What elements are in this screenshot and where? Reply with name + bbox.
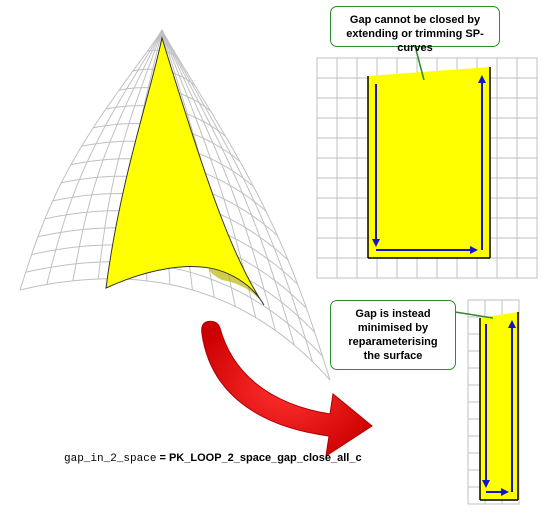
transform-arrow-body xyxy=(201,320,373,458)
face-region-top xyxy=(368,67,490,258)
callout-gap-minimised: Gap is instead minimised by reparameteri… xyxy=(330,300,456,370)
transform-arrow xyxy=(201,320,373,458)
trimmed-face xyxy=(105,36,265,306)
face-shading xyxy=(208,268,264,305)
callout-pointer-top xyxy=(414,45,425,81)
callout-2-line-3: reparameterising xyxy=(348,336,438,348)
callout-2-line-4: the surface xyxy=(363,350,423,362)
face-region-bottom xyxy=(480,312,518,500)
mesh-v-line xyxy=(19,278,331,381)
callout-1-line-1: Gap cannot be closed by xyxy=(349,14,481,26)
parameter-grid-bottom xyxy=(454,299,520,505)
callout-2-line-2: minimised by xyxy=(357,322,429,334)
formula-equals: = xyxy=(156,452,169,464)
callout-gap-cannot-close: Gap cannot be closed by extending or tri… xyxy=(330,6,500,54)
callout-2-line-1: Gap is instead xyxy=(355,308,431,320)
callout-pointer-bottom xyxy=(454,311,494,319)
mesh-v-line xyxy=(25,261,323,357)
formula-value: PK_LOOP_2_space_gap_close_all_c xyxy=(168,452,362,464)
formula-caption: gap_in_2_space = PK_LOOP_2_space_gap_clo… xyxy=(64,452,362,465)
formula-variable: gap_in_2_space xyxy=(64,453,157,465)
callout-1-line-2: extending or trimming SP-curves xyxy=(346,28,484,54)
surface-3d xyxy=(19,29,331,381)
parameter-grid-top xyxy=(316,45,538,279)
